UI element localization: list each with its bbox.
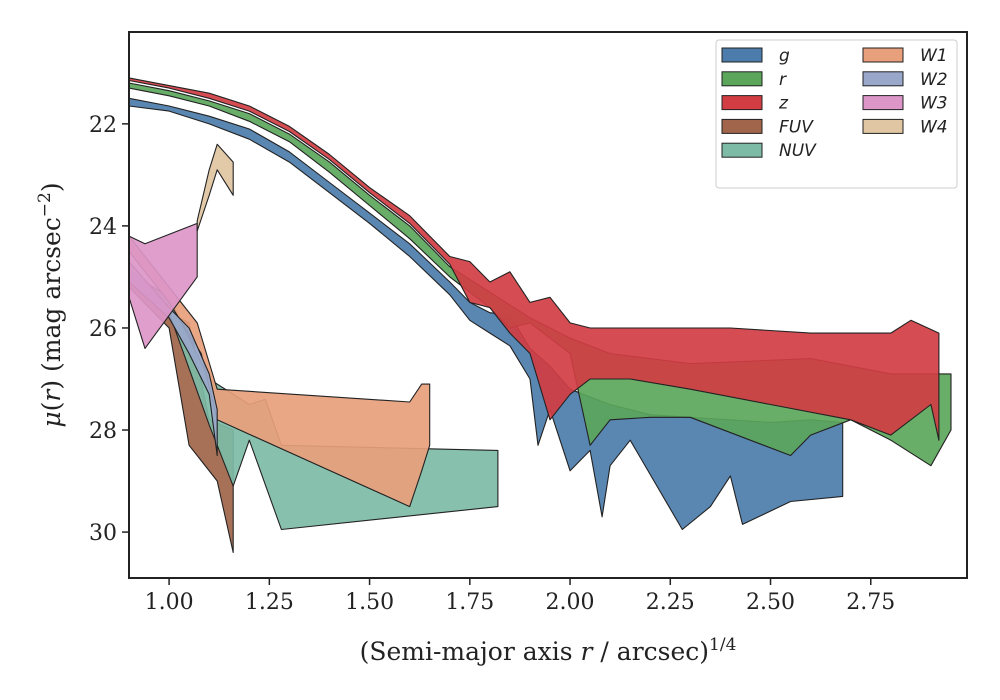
series-band-z: [128, 77, 940, 441]
legend-label-w4: W4: [920, 117, 948, 137]
y-axis-ticks: 22 24 26 28 30: [89, 113, 129, 546]
legend-label-g: g: [779, 46, 790, 66]
x-tick-label: 1.75: [445, 590, 494, 615]
series-layer: [128, 77, 952, 554]
x-tick-label: 1.00: [145, 590, 194, 615]
legend-swatch-z: [721, 95, 763, 111]
legend-label-z: z: [778, 94, 789, 114]
legend-label-w3: W3: [920, 94, 948, 114]
y-tick-label: 26: [89, 317, 117, 342]
x-tick-label: 1.50: [345, 590, 394, 615]
legend-swatch-g: [721, 47, 763, 63]
x-tick-label: 2.75: [846, 590, 895, 615]
legend-label-w2: W2: [920, 70, 948, 90]
y-tick-label: 30: [89, 521, 117, 546]
legend-swatch-w2: [862, 71, 904, 87]
legend-label-r: r: [779, 70, 787, 90]
legend-swatch-fuv: [721, 118, 763, 134]
legend: grz FUV NUV W1 W2 W3 W4: [715, 39, 958, 189]
x-axis-label: (Semi-major axis r / arcsec)1/4: [360, 635, 737, 666]
legend-swatch-w3: [862, 95, 904, 111]
legend-label-w1: W1: [920, 46, 948, 66]
legend-swatch-r: [721, 71, 763, 87]
x-tick-label: 2.25: [646, 590, 695, 615]
series-band-g: [128, 97, 844, 531]
legend-swatch-nuv: [721, 142, 763, 158]
x-tick-label: 2.00: [546, 590, 595, 615]
y-tick-label: 24: [89, 215, 117, 240]
legend-label-fuv: FUV: [779, 117, 814, 137]
y-tick-label: 28: [89, 419, 117, 444]
y-tick-label: 22: [89, 113, 117, 138]
x-tick-label: 1.25: [245, 590, 294, 615]
x-axis-ticks: 1.00 1.25 1.50 1.75 2.00 2.25 2.50 2.75: [145, 578, 895, 615]
y-axis-label: μ(r) (mag arcsec−2): [35, 182, 66, 427]
x-tick-label: 2.50: [746, 590, 795, 615]
legend-label-nuv: NUV: [779, 141, 817, 161]
plot-frame: [128, 31, 968, 579]
legend-swatch-w1: [862, 47, 904, 63]
series-band-w4: [196, 143, 234, 232]
legend-swatch-w4: [862, 118, 904, 134]
